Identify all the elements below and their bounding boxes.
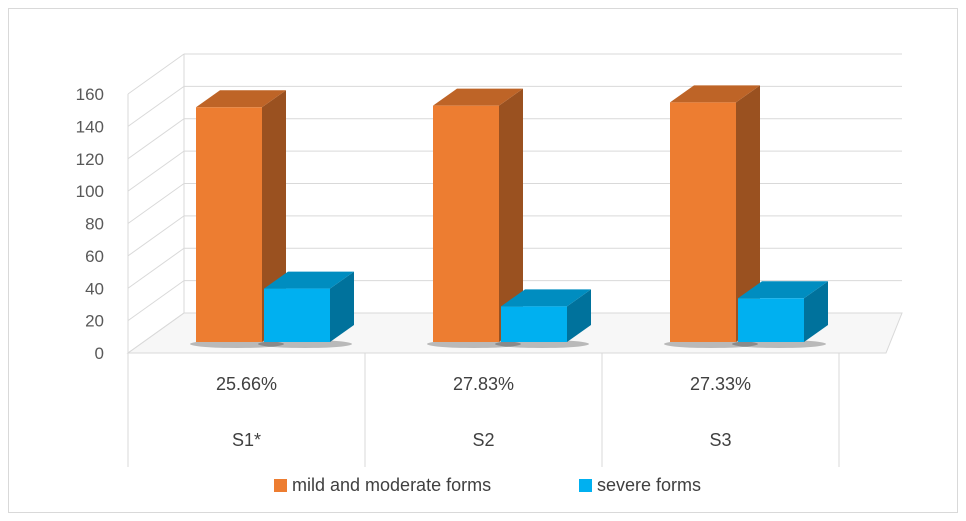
gridline-side <box>127 215 185 257</box>
bar-top <box>501 289 591 307</box>
legend-label: mild and moderate forms <box>292 475 491 495</box>
legend-label: severe forms <box>597 475 701 495</box>
bar-top <box>433 88 523 106</box>
y-tick-label: 80 <box>85 215 104 234</box>
gridline-side <box>127 247 185 289</box>
category-percent-label: 27.33% <box>690 374 751 394</box>
bar-top <box>196 90 286 108</box>
category-label: S2 <box>472 430 494 450</box>
bar-top <box>738 281 828 299</box>
legend-swatch <box>274 479 287 492</box>
category-percent-label: 27.83% <box>453 374 514 394</box>
gridline-side <box>127 85 185 127</box>
bar-side <box>567 289 591 342</box>
gridline-side <box>127 312 185 354</box>
bar-top <box>670 85 760 103</box>
y-tick-label: 0 <box>95 344 104 363</box>
category-label: S1* <box>232 430 261 450</box>
gridlines <box>127 53 902 354</box>
y-tick-label: 60 <box>85 247 104 266</box>
y-tick-label: 100 <box>76 182 104 201</box>
gridline-side <box>127 280 185 322</box>
bar-top <box>264 271 354 289</box>
y-tick-label: 140 <box>76 117 104 136</box>
y-axis-tick-labels: 0 20 40 60 80 100 120 140 160 <box>76 85 104 363</box>
category-label: S3 <box>709 430 731 450</box>
bar <box>738 298 804 342</box>
chart-frame <box>8 8 958 513</box>
bar <box>196 107 262 342</box>
bar <box>670 102 736 342</box>
gridline-side <box>127 53 185 95</box>
y-tick-label: 160 <box>76 85 104 104</box>
bar-side <box>330 271 354 342</box>
bar <box>501 306 567 342</box>
bar <box>433 105 499 342</box>
y-tick-label: 20 <box>85 312 104 331</box>
category-data-table: 25.66% S1* 27.83% S2 27.33% S3 <box>127 353 840 467</box>
gridline-side <box>127 150 185 192</box>
gridline-side <box>127 183 185 224</box>
gridline-side <box>127 118 185 160</box>
bar-side <box>804 281 828 342</box>
category-percent-label: 25.66% <box>216 374 277 394</box>
y-tick-label: 120 <box>76 150 104 169</box>
bar <box>264 288 330 342</box>
y-tick-label: 40 <box>85 279 104 298</box>
legend-swatch <box>579 479 592 492</box>
bar-side <box>736 85 760 343</box>
bar-side <box>499 88 523 342</box>
bars <box>190 85 828 348</box>
legend: mild and moderate forms severe forms <box>274 475 701 495</box>
